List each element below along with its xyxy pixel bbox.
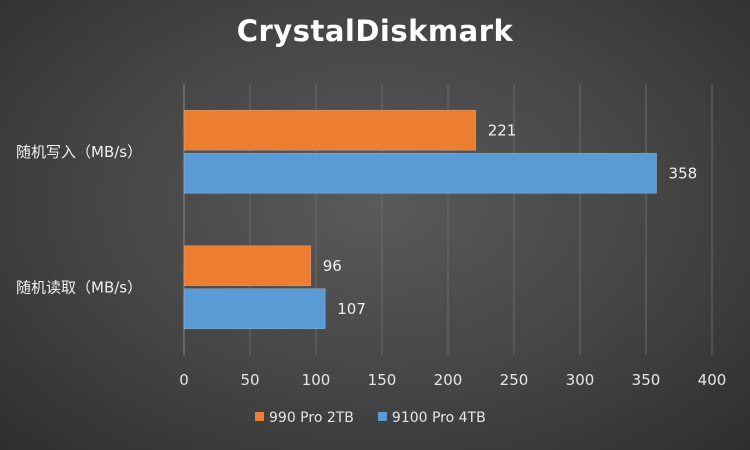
x-tick-label: 100 — [302, 371, 331, 389]
x-tick-label: 350 — [632, 371, 661, 389]
bar — [183, 152, 657, 194]
category-label: 随机读取（MB/s） — [16, 278, 142, 296]
data-label: 107 — [337, 300, 366, 318]
legend-label: 990 Pro 2TB — [269, 410, 354, 426]
x-tick-label: 300 — [566, 371, 595, 389]
data-label: 358 — [669, 164, 698, 182]
bar — [183, 245, 312, 287]
data-label: 221 — [488, 121, 517, 139]
legend-label: 9100 Pro 4TB — [392, 410, 486, 426]
bars — [183, 109, 657, 330]
bar — [183, 109, 477, 151]
category-label: 随机写入（MB/s） — [16, 143, 142, 161]
x-tick-label: 150 — [368, 371, 397, 389]
x-tick-label: 200 — [434, 371, 463, 389]
labels: 0 50 100 150 200 250 300 350 400 随机写入（MB/s） 221 358… — [16, 121, 726, 389]
legend-swatch — [255, 412, 264, 421]
legend: 990 Pro 2TB 9100 Pro 4TB — [255, 410, 486, 426]
bar — [183, 288, 326, 330]
data-label: 96 — [323, 257, 342, 275]
x-tick-label: 0 — [179, 371, 189, 389]
chart-title: CrystalDiskmark — [236, 14, 514, 48]
legend-swatch — [377, 412, 387, 421]
x-tick-label: 250 — [500, 371, 529, 389]
x-tick-label: 400 — [698, 371, 727, 389]
x-tick-label: 50 — [240, 371, 259, 389]
